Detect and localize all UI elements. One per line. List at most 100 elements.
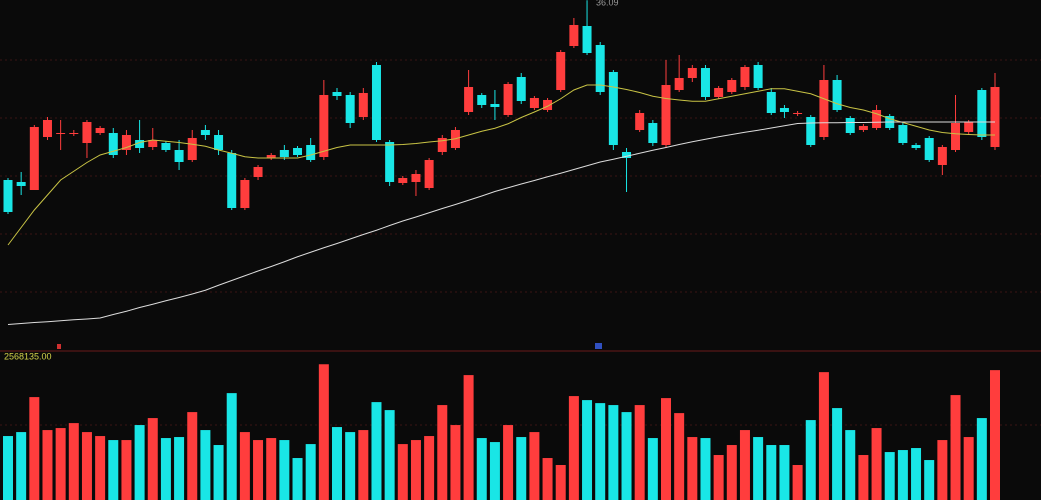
candle-body (464, 87, 474, 112)
candle-body (516, 77, 526, 101)
candle-body (727, 80, 737, 92)
volume-bar (700, 438, 711, 500)
candle-body (898, 125, 908, 143)
volume-bar (674, 413, 685, 500)
moving-average-line (7, 121, 995, 325)
peak-label: 36.09 (596, 0, 619, 7)
volume-label: 2568135.00 (4, 351, 52, 361)
volume-bar (568, 396, 579, 500)
candle-body (16, 182, 26, 186)
volume-bar (503, 425, 514, 500)
volume-bar (29, 397, 40, 500)
volume-bar (424, 436, 435, 500)
candle-body (3, 180, 13, 212)
volume-bar (897, 450, 908, 500)
volume-panel (3, 364, 1000, 500)
volume-bar (134, 425, 145, 500)
candle-body (951, 123, 961, 150)
candle-body (556, 52, 566, 90)
volume-bar (437, 405, 448, 500)
candle-body (806, 117, 816, 145)
volume-bar (42, 430, 53, 500)
volume-bar (884, 452, 895, 500)
candle-body (753, 65, 763, 88)
candle-body (424, 160, 434, 188)
candle-body (569, 25, 579, 46)
volume-bar (963, 437, 974, 500)
candle-body (648, 123, 658, 143)
candle-body (779, 108, 789, 112)
volume-bar (687, 437, 698, 500)
volume-bar (305, 444, 316, 500)
volume-bar (384, 410, 395, 500)
volume-bar (226, 393, 237, 500)
volume-bar (450, 425, 461, 500)
volume-bar (911, 448, 922, 500)
volume-bar (3, 436, 13, 500)
volume-bar (739, 430, 750, 500)
candle-body (187, 138, 197, 160)
volume-bar (463, 375, 474, 500)
candle-body (793, 113, 803, 114)
candle-body (411, 174, 421, 182)
volume-bar (318, 364, 329, 500)
volume-bar (121, 440, 132, 500)
marker (595, 343, 602, 349)
candle-body (582, 26, 592, 53)
candle-body (293, 148, 303, 155)
candle-body (766, 92, 776, 113)
volume-bar (266, 438, 277, 500)
volume-bar (410, 440, 421, 500)
volume-bar (160, 438, 171, 500)
volume-bar (634, 405, 645, 500)
volume-bar (621, 412, 632, 500)
moving-average-line (7, 84, 995, 246)
volume-bar (476, 438, 487, 500)
volume-bar (726, 445, 737, 500)
candle-body (69, 133, 79, 134)
candle-body (714, 88, 724, 97)
candle-body (121, 135, 131, 150)
candle-body (740, 67, 750, 87)
candle-body (266, 155, 276, 158)
candle-body (42, 120, 52, 137)
candle-body (385, 142, 395, 182)
candle-body (911, 145, 921, 148)
candle-body (700, 68, 710, 97)
candle-body (306, 145, 316, 160)
volume-bar (582, 400, 593, 500)
marker (57, 344, 61, 349)
volume-bar (858, 455, 869, 500)
candle-body (82, 122, 92, 143)
volume-bar (976, 418, 987, 500)
volume-bar (792, 465, 803, 500)
candle-body (858, 126, 868, 130)
volume-bar (845, 430, 856, 500)
volume-bar (200, 430, 211, 500)
volume-bar (16, 432, 27, 500)
candle-body (29, 127, 39, 190)
volume-bar (239, 432, 250, 500)
volume-bar (595, 403, 606, 500)
volume-bar (871, 428, 882, 500)
candle-body (490, 104, 500, 107)
volume-bar (397, 444, 408, 500)
volume-bar (555, 465, 566, 500)
volume-bar (174, 437, 185, 500)
candle-body (872, 110, 882, 128)
candle-body (845, 118, 855, 133)
volume-bar (529, 432, 540, 500)
candle-body (279, 150, 289, 157)
volume-bar (279, 440, 290, 500)
volume-bar (81, 432, 92, 500)
volume-bar (661, 398, 671, 500)
volume-bar (608, 405, 619, 500)
candle-body (832, 80, 842, 110)
candle-body (674, 78, 684, 90)
volume-bar (345, 432, 356, 500)
volume-bar (332, 427, 342, 500)
candle-body (174, 150, 184, 162)
candle-body (661, 85, 671, 145)
